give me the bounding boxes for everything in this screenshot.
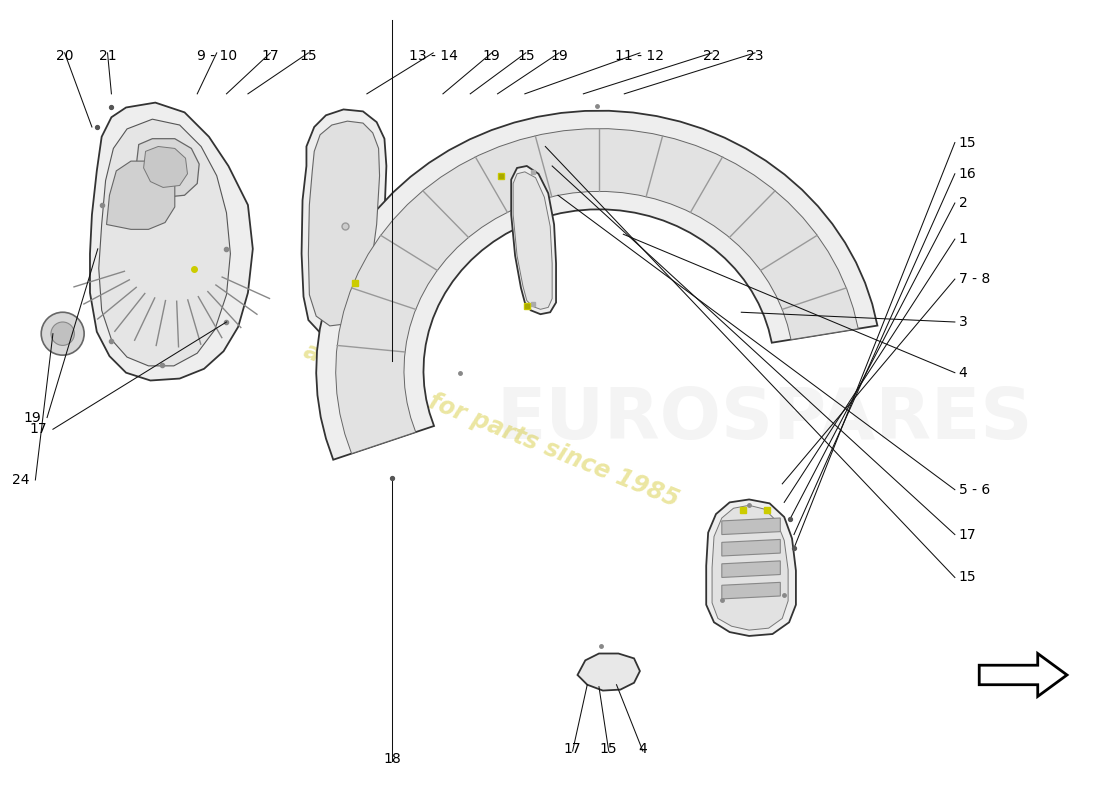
Text: EUROSPARES: EUROSPARES <box>496 385 1033 454</box>
Polygon shape <box>706 499 796 636</box>
Text: 23: 23 <box>746 49 763 63</box>
Text: a passion for parts since 1985: a passion for parts since 1985 <box>300 339 683 512</box>
Text: 19: 19 <box>23 410 41 425</box>
Text: 18: 18 <box>384 752 402 766</box>
Polygon shape <box>336 129 858 454</box>
Circle shape <box>51 322 75 346</box>
Text: 17: 17 <box>30 422 47 436</box>
Polygon shape <box>136 138 199 197</box>
Text: 15: 15 <box>600 742 617 756</box>
Text: 15: 15 <box>517 49 535 63</box>
Polygon shape <box>90 102 253 381</box>
Text: 15: 15 <box>959 570 977 585</box>
Text: 19: 19 <box>483 49 500 63</box>
Polygon shape <box>316 110 878 460</box>
Text: 17: 17 <box>262 49 279 63</box>
Polygon shape <box>308 121 380 326</box>
Text: 13 - 14: 13 - 14 <box>409 49 458 63</box>
Text: 9 - 10: 9 - 10 <box>197 49 236 63</box>
Text: 4: 4 <box>638 742 647 756</box>
Text: 5 - 6: 5 - 6 <box>959 482 990 497</box>
Text: 1: 1 <box>959 232 968 246</box>
Text: 15: 15 <box>299 49 317 63</box>
Polygon shape <box>722 518 780 534</box>
Polygon shape <box>979 654 1067 697</box>
Text: 11 - 12: 11 - 12 <box>615 49 664 63</box>
Text: 17: 17 <box>564 742 582 756</box>
Text: 21: 21 <box>99 49 117 63</box>
Polygon shape <box>722 582 780 599</box>
Circle shape <box>41 312 84 355</box>
Text: 22: 22 <box>703 49 720 63</box>
Text: 17: 17 <box>959 527 977 542</box>
Text: 20: 20 <box>56 49 74 63</box>
Polygon shape <box>144 146 187 187</box>
Polygon shape <box>513 172 552 310</box>
Polygon shape <box>99 119 230 366</box>
Polygon shape <box>722 539 780 556</box>
Polygon shape <box>712 506 788 630</box>
Text: 16: 16 <box>959 166 977 181</box>
Polygon shape <box>301 110 386 337</box>
Polygon shape <box>722 561 780 578</box>
Polygon shape <box>107 161 175 230</box>
Text: 3: 3 <box>959 315 968 329</box>
Polygon shape <box>578 654 640 690</box>
Text: 4: 4 <box>959 366 968 380</box>
Text: 2: 2 <box>959 196 968 210</box>
Text: 24: 24 <box>12 473 30 487</box>
Text: 19: 19 <box>550 49 568 63</box>
Text: 15: 15 <box>959 135 977 150</box>
Polygon shape <box>512 166 557 314</box>
Text: 7 - 8: 7 - 8 <box>959 272 990 286</box>
